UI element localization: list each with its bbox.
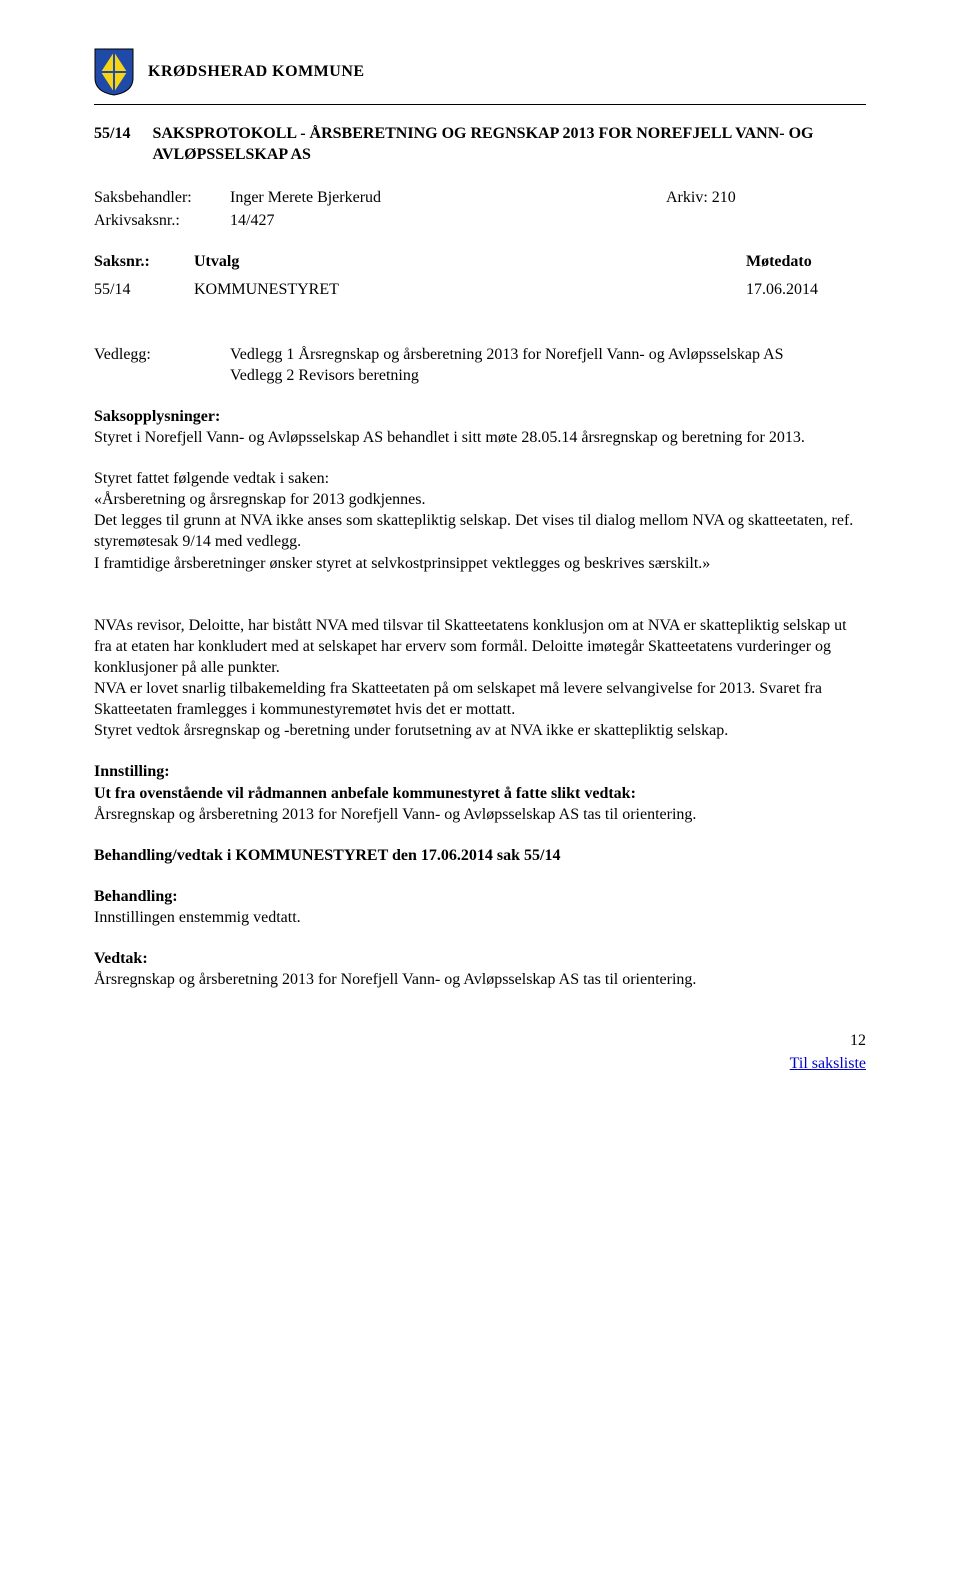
arkiv-label: Arkiv: 210	[666, 187, 866, 208]
behandling-heading: Behandling:	[94, 886, 866, 907]
innstilling-bold: Ut fra ovenstående vil rådmannen anbefal…	[94, 783, 866, 804]
page-footer: 12 Til saksliste	[94, 1030, 866, 1074]
nva-block: NVAs revisor, Deloitte, har bistått NVA …	[94, 594, 866, 742]
vedtak-text: Årsregnskap og årsberetning 2013 for Nor…	[94, 969, 866, 990]
arkivsaksnr-label: Arkivsaksnr.:	[94, 210, 230, 231]
table-header-row: Saksnr.: Utvalg Møtedato	[94, 251, 866, 272]
behandling-text: Innstillingen enstemmig vedtatt.	[94, 907, 866, 928]
vedtak-heading: Vedtak:	[94, 948, 866, 969]
styret-line: Det legges til grunn at NVA ikke anses s…	[94, 510, 866, 552]
case-title-text: SAKSPROTOKOLL - ÅRSBERETNING OG REGNSKAP…	[152, 123, 866, 165]
shield-icon	[94, 48, 134, 96]
col-motedato: Møtedato	[746, 251, 866, 272]
styret-block: Styret fattet følgende vedtak i saken: «…	[94, 468, 866, 574]
styret-line: «Årsberetning og årsregnskap for 2013 go…	[94, 489, 866, 510]
header-divider	[94, 104, 866, 105]
vedlegg-block: Vedlegg: Vedlegg 1 Årsregnskap og årsber…	[94, 344, 866, 386]
cell-utvalg: KOMMUNESTYRET	[194, 279, 746, 300]
page-number: 12	[850, 1030, 866, 1051]
styret-line: Styret fattet følgende vedtak i saken:	[94, 468, 866, 489]
vedlegg-line: Vedlegg 1 Årsregnskap og årsberetning 20…	[230, 344, 866, 365]
innstilling-text: Årsregnskap og årsberetning 2013 for Nor…	[94, 804, 866, 825]
innstilling-heading: Innstilling:	[94, 761, 866, 782]
case-title: 55/14 SAKSPROTOKOLL - ÅRSBERETNING OG RE…	[94, 123, 866, 165]
nva-text: NVAs revisor, Deloitte, har bistått NVA …	[94, 617, 847, 740]
saksopplysninger-block: Saksopplysninger: Styret i Norefjell Van…	[94, 406, 866, 448]
saksopplysninger-text: Styret i Norefjell Vann- og Avløpsselska…	[94, 427, 866, 448]
saksbehandler-value: Inger Merete Bjerkerud	[230, 187, 666, 208]
saksliste-link[interactable]: Til saksliste	[790, 1053, 866, 1074]
kommune-name: KRØDSHERAD KOMMUNE	[148, 61, 365, 82]
col-utvalg: Utvalg	[194, 251, 746, 272]
cell-saksnr: 55/14	[94, 279, 194, 300]
vedlegg-line: Vedlegg 2 Revisors beretning	[230, 365, 866, 386]
arkivsaksnr-value: 14/427	[230, 210, 666, 231]
col-saksnr: Saksnr.:	[94, 251, 194, 272]
styret-line: I framtidige årsberetninger ønsker styre…	[94, 553, 866, 574]
cell-motedato: 17.06.2014	[746, 279, 866, 300]
table-row: 55/14 KOMMUNESTYRET 17.06.2014	[94, 279, 866, 300]
behandling-header: Behandling/vedtak i KOMMUNESTYRET den 17…	[94, 845, 866, 866]
meta-block: Saksbehandler: Inger Merete Bjerkerud Ar…	[94, 187, 866, 231]
saksopplysninger-heading: Saksopplysninger:	[94, 406, 866, 427]
case-number: 55/14	[94, 123, 130, 165]
behandling-block: Behandling: Innstillingen enstemmig vedt…	[94, 886, 866, 928]
innstilling-block: Innstilling: Ut fra ovenstående vil rådm…	[94, 761, 866, 824]
vedlegg-label: Vedlegg:	[94, 344, 230, 386]
saksbehandler-label: Saksbehandler:	[94, 187, 230, 208]
vedtak-block: Vedtak: Årsregnskap og årsberetning 2013…	[94, 948, 866, 990]
document-header: KRØDSHERAD KOMMUNE	[94, 48, 866, 96]
